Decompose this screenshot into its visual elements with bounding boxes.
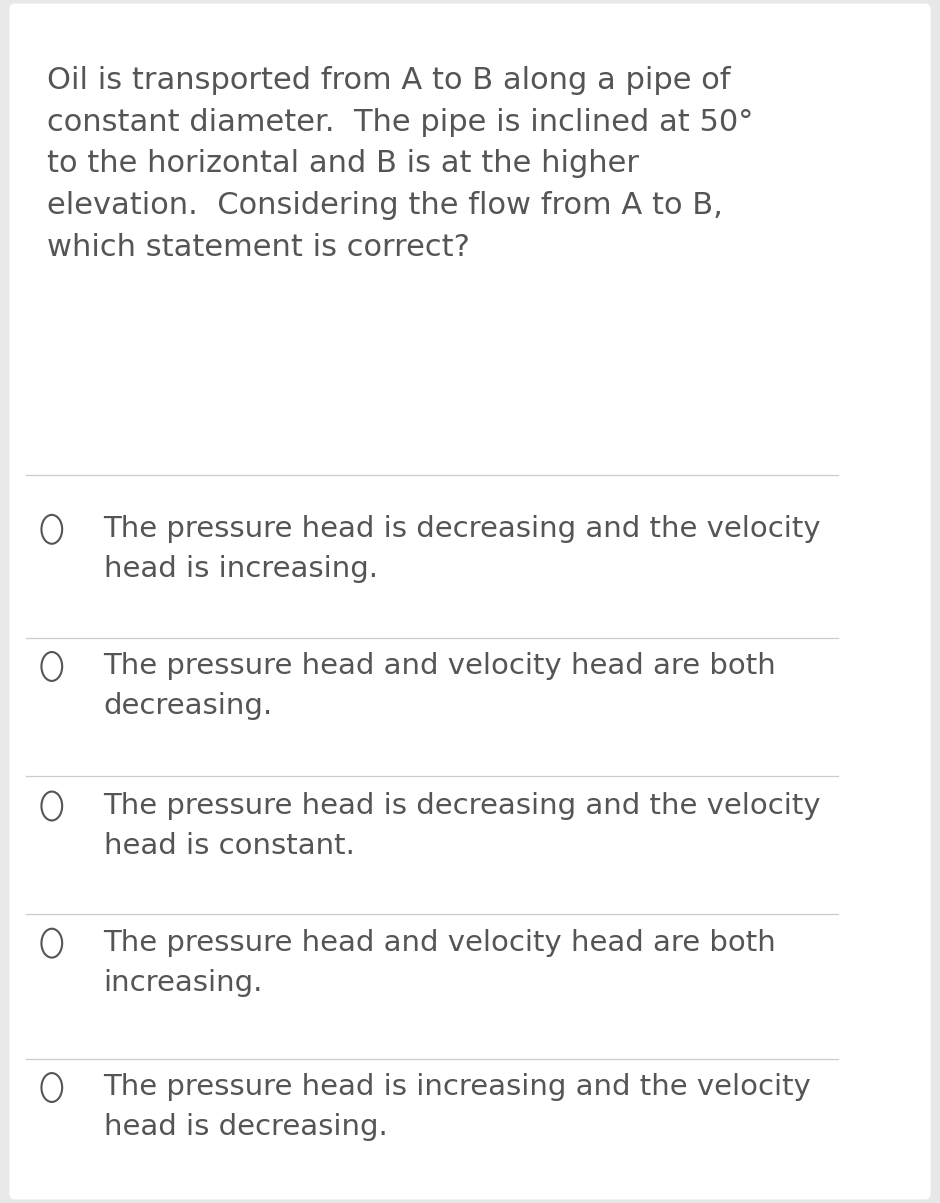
Text: The pressure head and velocity head are both
decreasing.: The pressure head and velocity head are … <box>103 652 776 721</box>
Text: The pressure head is increasing and the velocity
head is decreasing.: The pressure head is increasing and the … <box>103 1073 811 1142</box>
Text: Oil is transported from A to B along a pipe of
constant diameter.  The pipe is i: Oil is transported from A to B along a p… <box>48 66 754 262</box>
Text: The pressure head and velocity head are both
increasing.: The pressure head and velocity head are … <box>103 929 776 997</box>
Text: The pressure head is decreasing and the velocity
head is constant.: The pressure head is decreasing and the … <box>103 792 822 860</box>
Text: The pressure head is decreasing and the velocity
head is increasing.: The pressure head is decreasing and the … <box>103 515 822 583</box>
